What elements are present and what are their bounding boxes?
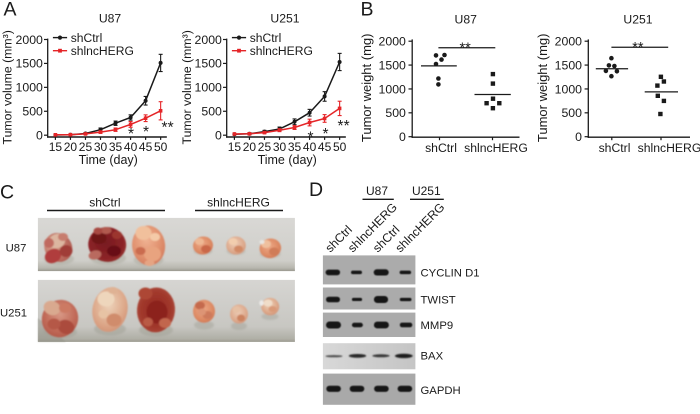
- svg-text:1000: 1000: [16, 81, 44, 95]
- svg-text:50: 50: [154, 140, 168, 154]
- svg-text:2000: 2000: [555, 35, 583, 49]
- svg-text:1000: 1000: [379, 82, 407, 96]
- svg-text:shCtrl: shCtrl: [89, 195, 120, 209]
- svg-text:shCtrl: shCtrl: [599, 141, 631, 155]
- svg-text:shCtrl: shCtrl: [71, 31, 103, 45]
- svg-text:GAPDH: GAPDH: [421, 385, 461, 397]
- svg-text:Time (day): Time (day): [258, 153, 317, 167]
- svg-text:shlncHERG: shlncHERG: [638, 141, 700, 155]
- svg-text:Tumor volume (mm³): Tumor volume (mm³): [1, 30, 15, 144]
- svg-text:shlncHERG: shlncHERG: [250, 44, 313, 58]
- svg-text:Tumor weight (mg): Tumor weight (mg): [535, 33, 550, 142]
- svg-text:**: **: [162, 119, 174, 136]
- svg-text:1500: 1500: [379, 58, 407, 72]
- svg-text:*: *: [128, 126, 134, 143]
- svg-text:0: 0: [215, 129, 222, 143]
- svg-text:C: C: [0, 181, 14, 203]
- svg-text:U87: U87: [99, 12, 122, 26]
- svg-text:U251: U251: [270, 12, 299, 26]
- svg-text:shlncHERG: shlncHERG: [71, 44, 134, 58]
- svg-text:shCtrl: shCtrl: [250, 31, 282, 45]
- svg-text:U87: U87: [366, 184, 388, 198]
- svg-text:1500: 1500: [555, 58, 583, 72]
- svg-text:2000: 2000: [16, 33, 44, 47]
- svg-text:35: 35: [288, 140, 302, 154]
- svg-text:U251: U251: [412, 184, 441, 198]
- svg-text:1500: 1500: [195, 57, 223, 71]
- svg-text:25: 25: [258, 140, 272, 154]
- svg-text:*: *: [143, 124, 149, 141]
- svg-text:50: 50: [333, 140, 347, 154]
- svg-text:MMP9: MMP9: [421, 320, 454, 332]
- svg-text:2000: 2000: [379, 35, 407, 49]
- svg-text:CYCLIN D1: CYCLIN D1: [421, 267, 480, 279]
- svg-text:B: B: [361, 0, 374, 21]
- svg-text:0: 0: [36, 129, 43, 143]
- svg-text:500: 500: [385, 106, 406, 120]
- svg-text:shlncHERG: shlncHERG: [464, 141, 528, 155]
- svg-text:**: **: [459, 40, 471, 56]
- svg-text:1500: 1500: [16, 57, 44, 71]
- svg-text:500: 500: [22, 105, 43, 119]
- svg-text:Tumor weight (mg): Tumor weight (mg): [359, 33, 374, 142]
- svg-text:U251: U251: [0, 307, 27, 319]
- svg-text:*: *: [307, 129, 313, 146]
- svg-text:TWIST: TWIST: [421, 294, 456, 306]
- svg-text:20: 20: [64, 140, 78, 154]
- svg-text:Time (day): Time (day): [79, 153, 138, 167]
- svg-text:D: D: [309, 179, 323, 201]
- svg-text:U87: U87: [455, 13, 478, 27]
- svg-text:shlncHERG: shlncHERG: [207, 195, 270, 209]
- svg-text:A: A: [4, 0, 17, 21]
- svg-text:35: 35: [109, 140, 123, 154]
- svg-text:45: 45: [318, 140, 332, 154]
- svg-text:40: 40: [303, 140, 317, 154]
- svg-text:30: 30: [273, 140, 287, 154]
- svg-text:1000: 1000: [195, 81, 223, 95]
- svg-text:20: 20: [243, 140, 257, 154]
- svg-text:40: 40: [124, 140, 138, 154]
- svg-text:0: 0: [399, 130, 406, 144]
- svg-text:U87: U87: [6, 243, 27, 255]
- svg-text:Tumor volume (mm³): Tumor volume (mm³): [180, 30, 194, 144]
- svg-text:2000: 2000: [195, 33, 223, 47]
- svg-text:15: 15: [49, 140, 63, 154]
- svg-text:BAX: BAX: [421, 350, 444, 362]
- svg-text:0: 0: [575, 130, 582, 144]
- svg-text:U251: U251: [623, 13, 652, 27]
- svg-text:500: 500: [201, 105, 222, 119]
- svg-text:500: 500: [561, 106, 582, 120]
- svg-text:25: 25: [79, 140, 93, 154]
- svg-text:*: *: [322, 126, 328, 143]
- svg-text:shCtrl: shCtrl: [425, 141, 457, 155]
- svg-text:**: **: [632, 40, 644, 56]
- svg-text:1000: 1000: [555, 82, 583, 96]
- svg-text:30: 30: [94, 140, 108, 154]
- svg-text:15: 15: [228, 140, 242, 154]
- svg-text:**: **: [338, 118, 350, 135]
- svg-text:45: 45: [139, 140, 153, 154]
